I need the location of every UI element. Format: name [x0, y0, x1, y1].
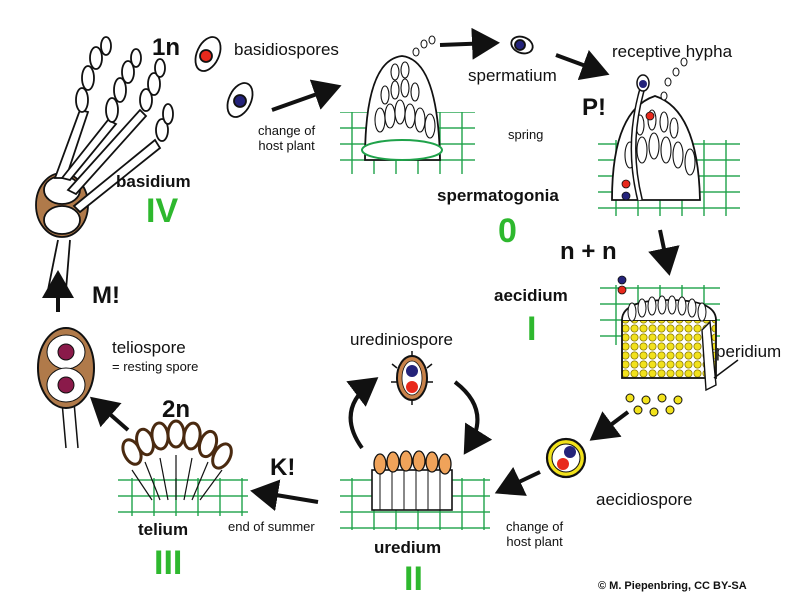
teliospores-cluster [121, 419, 233, 470]
stage-I-number: I [527, 310, 537, 348]
arrow-spermatogonia-to-aecidium [648, 229, 680, 276]
copyright-notice: © M. Piepenbring, CC BY-SA [598, 580, 747, 592]
urediniospore-illustration [391, 351, 433, 405]
basidiospores-illustration [194, 36, 254, 118]
basidium-label: basidium [116, 172, 191, 191]
basidium-illustration [35, 36, 174, 291]
teliospore-illustration [37, 327, 95, 449]
arrow-urediniospore-to-uredium [453, 380, 493, 455]
stage-III-number: III [154, 544, 183, 582]
arrow-basidiospore-to-spermatogonia [271, 79, 342, 112]
spermatium-label: spermatium [468, 66, 557, 85]
stage-0-number: 0 [498, 212, 517, 250]
karyogamy-label: K! [270, 454, 296, 481]
arrow-spermatium-to-receptive-hypha [555, 50, 610, 81]
arrow-uredium-to-telium [250, 479, 319, 512]
peridium-label: peridium [716, 342, 782, 361]
telium-label: telium [138, 520, 189, 539]
arrow-uredium-to-urediniospore [346, 377, 379, 450]
uredium-illustration [340, 450, 490, 530]
arrow-telium-to-teliospore [89, 396, 130, 432]
receptive-hypha-label: receptive hypha [612, 42, 733, 61]
basidium-sterigmata [75, 36, 174, 142]
stage-II-number: II [404, 560, 423, 598]
urediniospores-on-stalks [373, 450, 452, 475]
aecidium-label: aecidium [494, 286, 568, 305]
spring-label: spring [508, 127, 544, 142]
stage-IV-number: IV [146, 192, 179, 230]
ploidy-1n-label: 1n [152, 34, 181, 61]
uredium-label: uredium [374, 538, 442, 557]
spermatogonia-label: spermatogonia [437, 186, 559, 205]
arrow-spermatogonia-to-spermatium [439, 27, 500, 60]
basidiospores-label: basidiospores [234, 40, 339, 59]
receptive-hypha-illustration [598, 57, 740, 216]
arrow-aecidiospore-to-uredium [494, 466, 541, 496]
resting-spore-label: = resting spore [112, 359, 199, 374]
end-of-summer-label: end of summer [228, 519, 315, 534]
ploidy-n-plus-n-label: n + n [560, 238, 617, 265]
arrow-aecidium-to-aecidiospore [589, 410, 630, 441]
teliospore-label: teliospore [112, 338, 186, 357]
spermatogonium-illustration [340, 35, 475, 174]
spermatium-illustration [510, 35, 534, 55]
plasmogamy-label: P! [582, 94, 606, 121]
telium-illustration [118, 419, 248, 516]
peridium-wall [701, 320, 717, 392]
released-aecidiospores [625, 393, 683, 417]
change-host-label-2: change of host plant [506, 519, 564, 549]
ploidy-2n-label: 2n [162, 396, 191, 423]
aecidiospore-illustration [545, 437, 587, 479]
urediniospore-label: urediniospore [350, 330, 454, 349]
meiosis-label: M! [92, 282, 120, 309]
change-host-label-1: change of host plant [258, 123, 316, 153]
cycle-arrows [42, 27, 680, 512]
aecidiospore-label: aecidiospore [596, 490, 693, 509]
aecidium-illustration [600, 275, 739, 417]
